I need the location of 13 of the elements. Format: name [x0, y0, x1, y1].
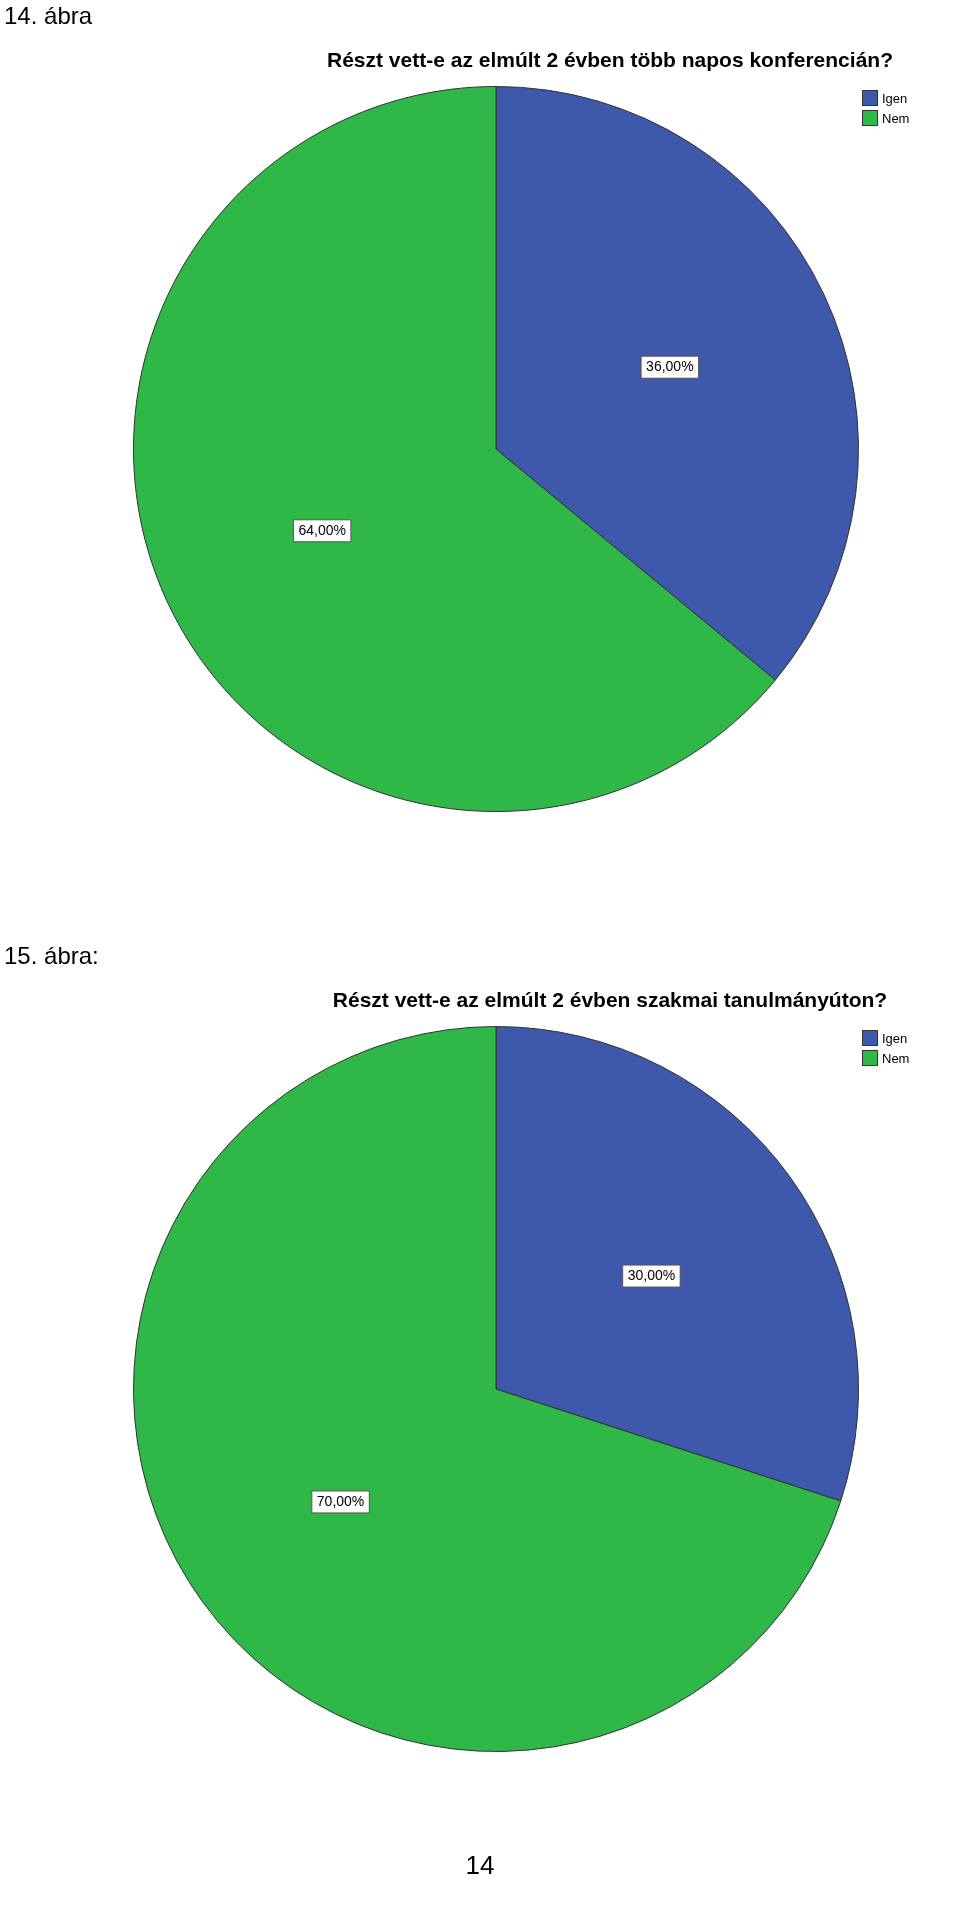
- text: 14: [464, 1850, 496, 1881]
- data-label: 36,00%: [646, 358, 694, 375]
- legend-label: Nem: [882, 1050, 910, 1066]
- data-label: 70,00%: [316, 1492, 365, 1509]
- chart-title: Részt vett-e az elmúlt 2 évben több napos konferencián?: [326, 48, 894, 72]
- legend-label: Nem: [882, 110, 910, 126]
- text: 14. ábra: [4, 2, 93, 30]
- legend-label: Igen: [882, 90, 908, 106]
- data-label: 30,00%: [627, 1266, 676, 1283]
- legend-label: Igen: [882, 1030, 908, 1046]
- data-label: 64,00%: [298, 521, 346, 538]
- text: 15. ábra:: [4, 942, 99, 970]
- chart-title: Részt vett-e az elmúlt 2 évben szakmai tanulmányúton?: [331, 988, 889, 1012]
